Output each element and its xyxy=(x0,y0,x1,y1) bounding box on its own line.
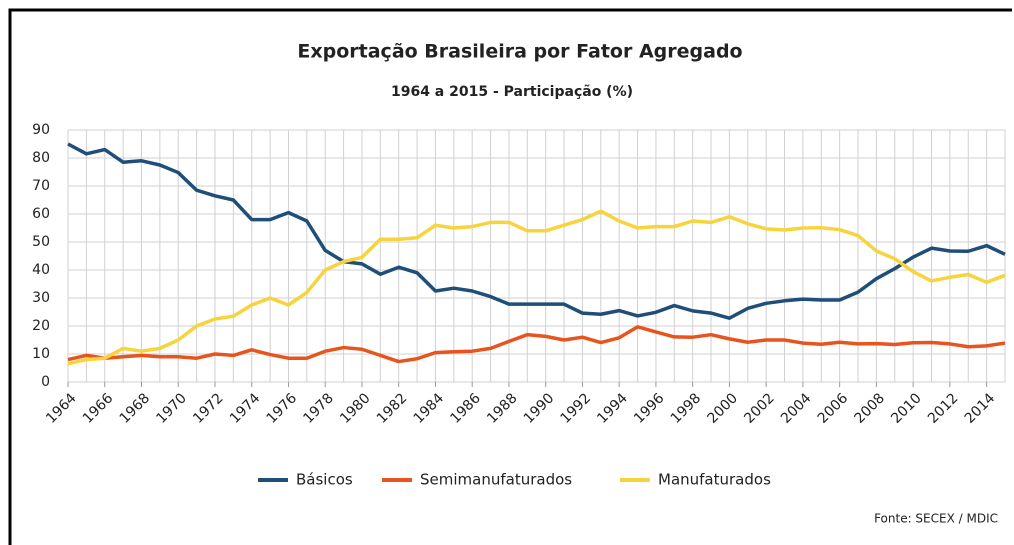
y-tick-label: 20 xyxy=(32,318,50,334)
y-tick-label: 90 xyxy=(32,122,50,138)
y-tick-label: 50 xyxy=(32,234,50,250)
source: Fonte: SECEX / MDIC xyxy=(874,512,998,526)
y-tick-label: 40 xyxy=(32,262,50,278)
legend-label: Semimanufaturados xyxy=(420,471,572,489)
series-line xyxy=(67,142,1006,320)
y-tick-label: 60 xyxy=(32,206,50,222)
y-tick-label: 80 xyxy=(32,150,50,166)
chart-title: Exportação Brasileira por Fator Agregado xyxy=(297,41,742,63)
frame xyxy=(8,8,1012,545)
series-line xyxy=(67,325,1006,364)
series-line xyxy=(67,209,1006,366)
legend-label: Básicos xyxy=(296,471,353,489)
legend-label: Manufaturados xyxy=(658,471,771,489)
chart-subtitle: 1964 a 2015 - Participação (%) xyxy=(391,84,633,100)
y-tick-label: 70 xyxy=(32,178,50,194)
y-tick-label: 30 xyxy=(32,290,50,306)
y-tick-label: 10 xyxy=(32,346,50,362)
y-tick-label: 0 xyxy=(41,374,50,390)
